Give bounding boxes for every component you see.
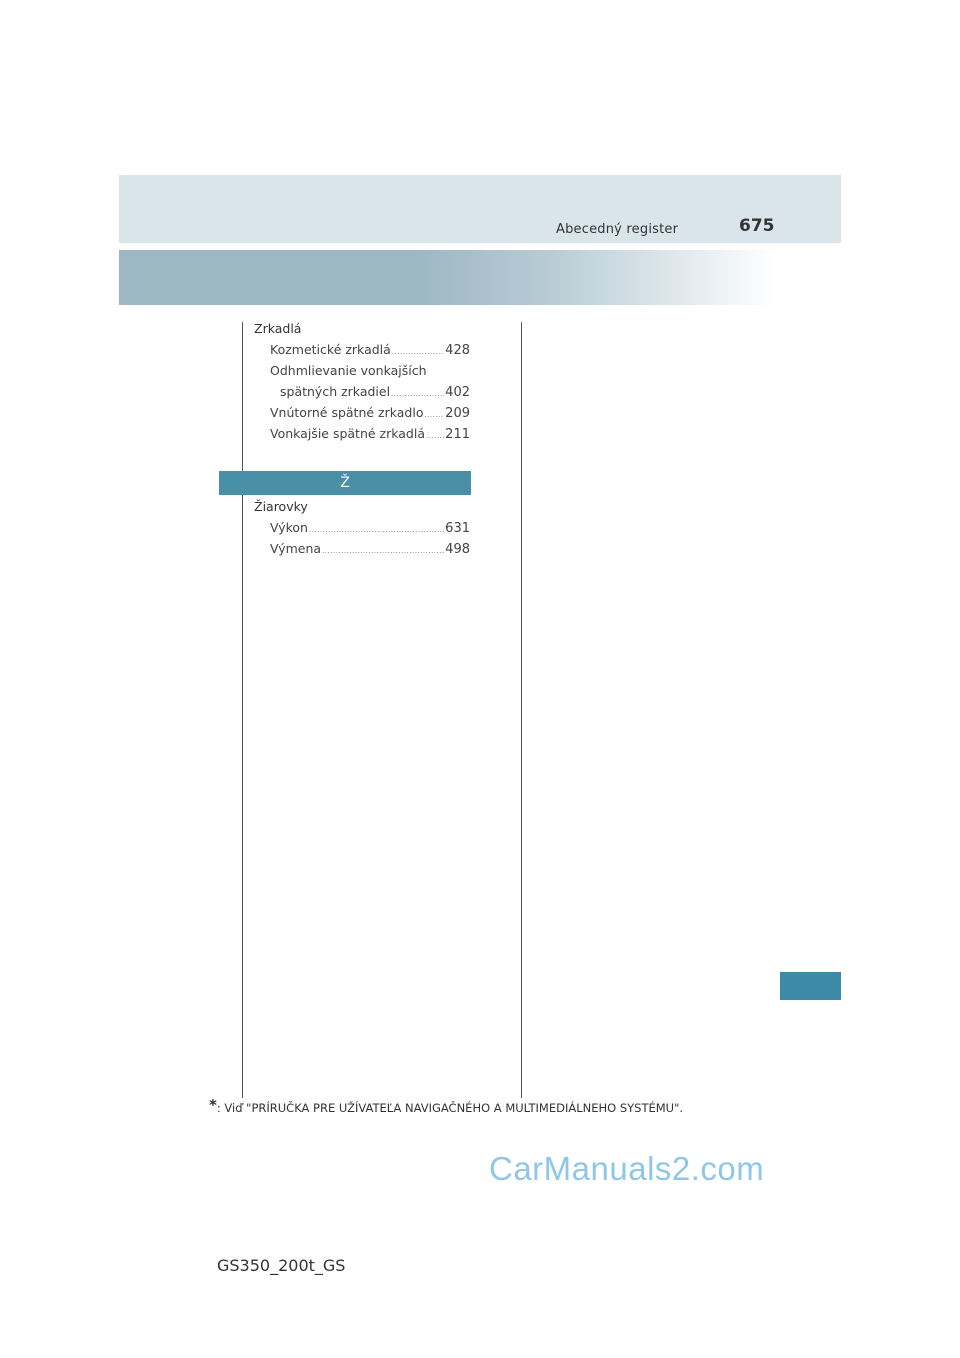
entry-page[interactable]: 209 xyxy=(445,406,470,421)
page-title: Abecedný register xyxy=(556,222,679,237)
leader-dots: ........................................… xyxy=(322,547,444,555)
column-divider-left xyxy=(242,322,243,1098)
leader-dots: ........................................… xyxy=(426,432,444,440)
entry-page[interactable]: 211 xyxy=(445,427,470,442)
index-entry[interactable]: Výkon ..................................… xyxy=(254,517,470,538)
index-section-zrkadla: Zrkadlá Kozmetické zrkadlá .............… xyxy=(254,318,470,444)
model-code: GS350_200t_GS xyxy=(217,1256,346,1275)
entry-label: Vonkajšie spätné zrkadlá xyxy=(270,426,425,441)
chapter-tab xyxy=(780,972,841,1000)
index-entry[interactable]: Výmena .................................… xyxy=(254,538,470,559)
leader-dots: ........................................… xyxy=(424,411,444,419)
footnote: *: Viď "PRÍRUČKA PRE UŽÍVATEĽA NAVIGAČNÉ… xyxy=(209,1096,683,1115)
column-divider-right xyxy=(521,322,522,1098)
index-heading: Žiarovky xyxy=(254,499,308,514)
entry-page[interactable]: 631 xyxy=(445,521,470,536)
footnote-text: : Viď "PRÍRUČKA PRE UŽÍVATEĽA NAVIGAČNÉH… xyxy=(216,1101,684,1115)
entry-label: Vnútorné spätné zrkadlo xyxy=(270,405,424,420)
section-banner xyxy=(119,250,775,305)
index-heading: Zrkadlá xyxy=(254,321,302,336)
index-entry-wrapped: Odhmlievanie vonkajších xyxy=(270,363,427,378)
index-section-ziarovky: Žiarovky Výkon .........................… xyxy=(254,496,470,559)
watermark-logo: CarManuals2.com xyxy=(489,1150,765,1187)
leader-dots: ........................................… xyxy=(391,348,444,356)
index-entry[interactable]: Kozmetické zrkadlá .....................… xyxy=(254,339,470,360)
index-entry[interactable]: spätných zrkadiel ......................… xyxy=(254,381,470,402)
entry-page[interactable]: 428 xyxy=(445,343,470,358)
header-bar xyxy=(119,175,841,243)
letter-divider: Ž xyxy=(219,471,471,495)
entry-label: Kozmetické zrkadlá xyxy=(270,342,391,357)
footnote-star: * xyxy=(209,1096,217,1114)
leader-dots: ........................................… xyxy=(308,526,444,534)
index-entry[interactable]: Vnútorné spätné zrkadlo ................… xyxy=(254,402,470,423)
leader-dots: ........................................… xyxy=(391,390,444,398)
page-number: 675 xyxy=(739,216,775,236)
entry-page[interactable]: 402 xyxy=(445,385,470,400)
entry-label: Výmena xyxy=(270,541,322,556)
index-entry[interactable]: Vonkajšie spätné zrkadlá ...............… xyxy=(254,423,470,444)
entry-page[interactable]: 498 xyxy=(445,542,470,557)
entry-label: Výkon xyxy=(270,520,308,535)
entry-label: spätných zrkadiel xyxy=(280,384,391,399)
